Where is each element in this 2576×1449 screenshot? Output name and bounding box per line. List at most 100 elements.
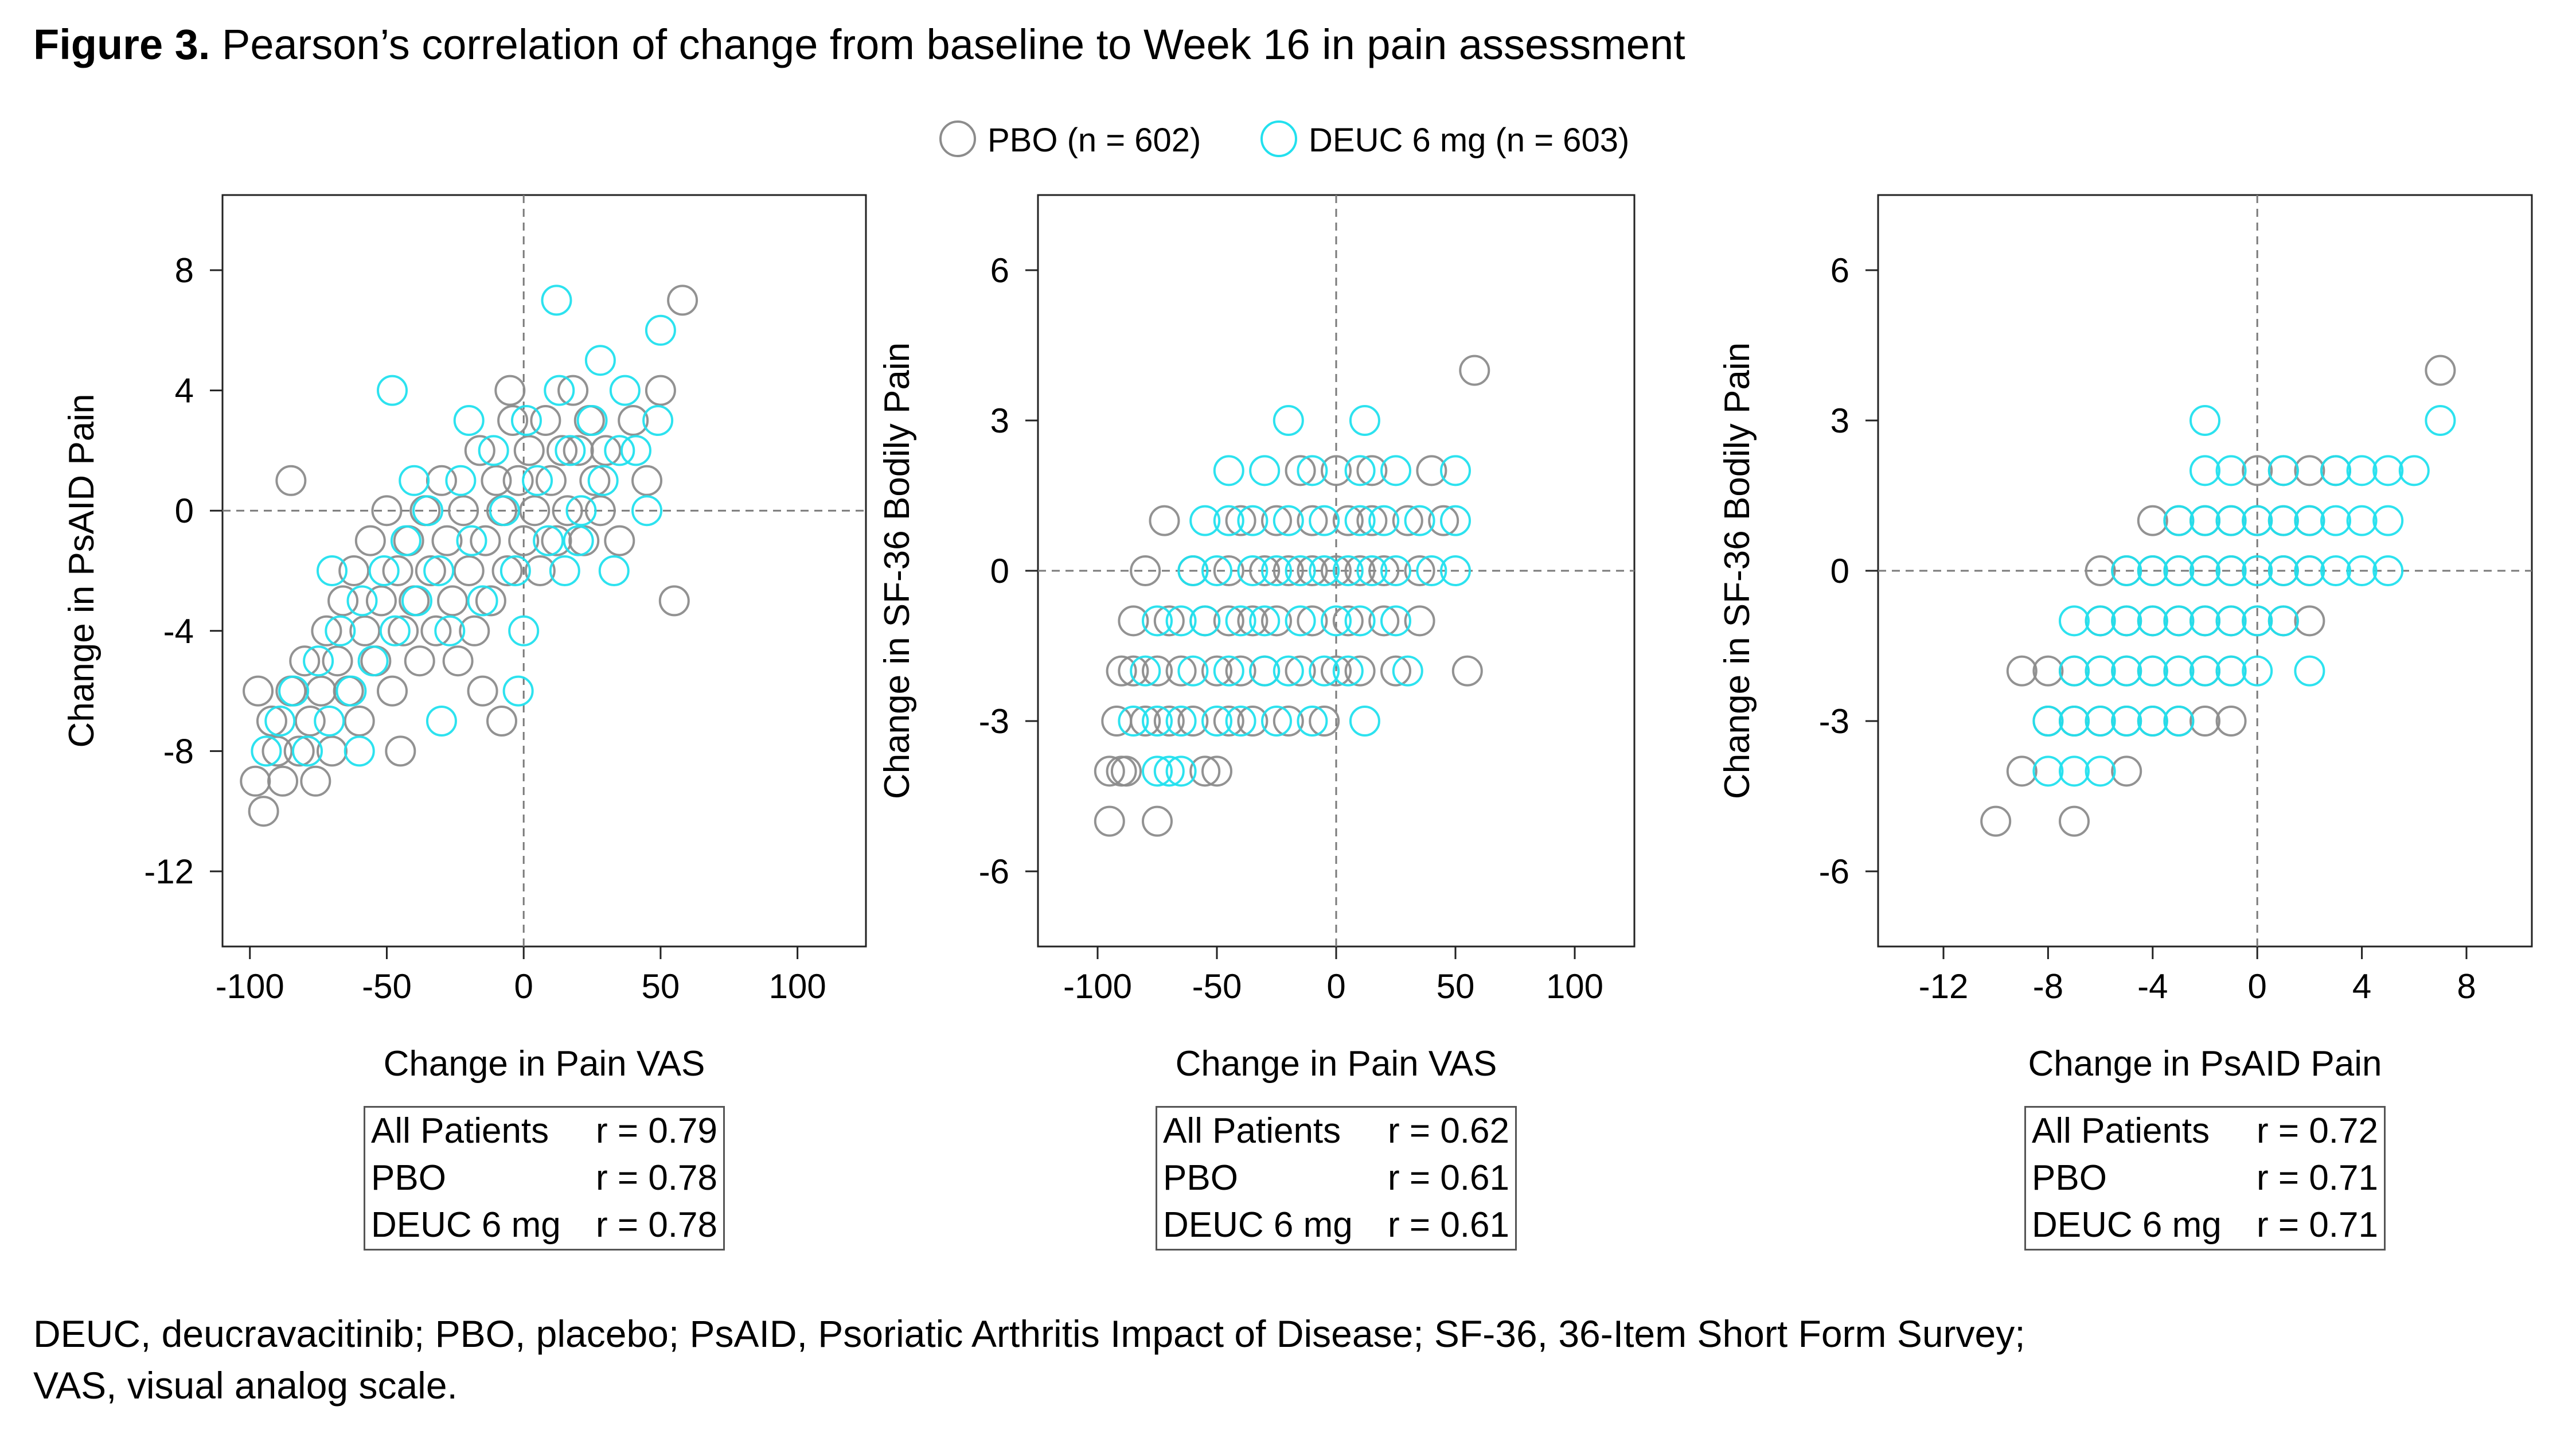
point-pbo <box>1297 605 1328 637</box>
point-deuc <box>1249 455 1281 486</box>
point-pbo <box>1273 555 1304 586</box>
point-deuc <box>2111 706 2142 737</box>
point-pbo <box>311 615 342 646</box>
point-deuc <box>1130 655 1161 687</box>
point-deuc <box>2085 755 2116 787</box>
point-deuc <box>2320 455 2351 486</box>
point-deuc <box>2215 605 2247 637</box>
stats-box: All Patients r = 0.72 PBO r = 0.71 DEUC 6 mg… <box>2024 1106 2386 1251</box>
x-tick-label: 8 <box>2457 967 2476 1006</box>
point-deuc <box>1142 605 1173 637</box>
y-tick-label: 4 <box>175 372 194 410</box>
point-pbo <box>535 465 567 496</box>
point-pbo <box>1101 706 1133 737</box>
x-tick-label: -100 <box>216 967 284 1006</box>
point-deuc <box>2242 555 2273 586</box>
point-deuc <box>499 555 531 586</box>
point-deuc <box>314 706 345 737</box>
point-deuc <box>1249 655 1281 687</box>
point-pbo <box>524 555 556 586</box>
point-pbo <box>2294 455 2325 486</box>
point-deuc <box>456 525 487 556</box>
point-pbo <box>442 645 474 677</box>
point-pbo <box>464 435 495 466</box>
point-deuc <box>1309 505 1340 536</box>
point-deuc <box>2242 505 2273 536</box>
stats-row: DEUC 6 mg r = 0.61 <box>1163 1202 1509 1249</box>
point-deuc <box>2137 655 2168 687</box>
point-deuc <box>2085 605 2116 637</box>
point-pbo <box>1273 706 1304 737</box>
figure-footnote: DEUC, deucravacitinib; PBO, placebo; PsA… <box>33 1308 2025 1411</box>
x-tick-label: 0 <box>2248 967 2267 1006</box>
y-tick-label: -3 <box>1819 702 1849 741</box>
point-pbo <box>1165 655 1197 687</box>
stats-r-value: r = 0.78 <box>596 1158 717 1198</box>
point-pbo <box>289 645 321 677</box>
point-deuc <box>1118 706 1149 737</box>
point-pbo <box>1201 655 1232 687</box>
y-axis-label: Change in SF-36 Bodily Pain <box>1718 342 1757 799</box>
point-deuc <box>2242 605 2273 637</box>
point-deuc <box>2085 655 2116 687</box>
legend-marker-pbo <box>939 120 976 157</box>
point-pbo <box>333 675 364 707</box>
point-pbo <box>2085 555 2116 586</box>
point-deuc <box>587 465 619 496</box>
point-pbo <box>519 495 551 527</box>
point-deuc <box>502 675 534 707</box>
point-pbo <box>393 525 424 556</box>
point-pbo <box>1309 706 1340 737</box>
footnote-line-2: VAS, visual analog scale. <box>33 1364 458 1407</box>
point-pbo <box>2189 706 2220 737</box>
point-deuc <box>264 706 296 737</box>
point-deuc <box>2111 655 2142 687</box>
stats-r-value: r = 0.78 <box>596 1205 717 1245</box>
point-pbo <box>243 675 274 707</box>
y-tick-label: -8 <box>163 732 194 770</box>
point-pbo <box>563 435 594 466</box>
point-deuc <box>2267 505 2299 536</box>
point-pbo <box>1392 505 1423 536</box>
point-pbo <box>256 706 287 737</box>
point-pbo <box>1428 505 1459 536</box>
point-pbo <box>248 796 279 827</box>
panel-3: -12 -8 -4 0 4 8 -6 -3 0 3 6 Change in PsAID Pain Cha… <box>1718 194 2533 1084</box>
point-pbo <box>481 465 512 496</box>
point-deuc <box>2346 555 2378 586</box>
stats-row: DEUC 6 mg r = 0.71 <box>2032 1202 2378 1249</box>
footnote-line-1: DEUC, deucravacitinib; PBO, placebo; PsA… <box>33 1312 2025 1355</box>
point-deuc <box>2294 655 2325 687</box>
y-tick-label: -4 <box>163 612 194 651</box>
point-deuc <box>2372 555 2404 586</box>
point-pbo <box>338 555 370 586</box>
point-deuc <box>1142 755 1173 787</box>
point-deuc <box>1404 505 1435 536</box>
point-pbo <box>1130 555 1161 586</box>
point-pbo <box>322 645 353 677</box>
point-deuc <box>1237 555 1269 586</box>
x-tick-label: -100 <box>1063 967 1132 1006</box>
point-pbo <box>1285 455 1316 486</box>
stats-group-label: PBO <box>371 1158 446 1198</box>
point-pbo <box>388 615 419 646</box>
point-deuc <box>609 375 641 406</box>
point-deuc <box>426 706 457 737</box>
point-pbo <box>530 405 561 436</box>
stats-r-value: r = 0.62 <box>1388 1111 1509 1151</box>
point-deuc <box>278 675 310 707</box>
point-pbo <box>300 765 331 797</box>
point-deuc <box>1213 505 1244 536</box>
y-tick-label: 0 <box>1830 552 1849 590</box>
point-deuc <box>2346 505 2378 536</box>
point-deuc <box>2163 505 2195 536</box>
point-pbo <box>645 375 676 406</box>
x-tick-label: -12 <box>1919 967 1969 1006</box>
point-deuc <box>412 495 444 527</box>
point-deuc <box>2189 455 2220 486</box>
point-deuc <box>2163 706 2195 737</box>
point-pbo <box>1142 655 1173 687</box>
point-pbo <box>1285 655 1316 687</box>
point-pbo <box>1237 706 1269 737</box>
stats-r-value: r = 0.71 <box>2257 1205 2378 1245</box>
